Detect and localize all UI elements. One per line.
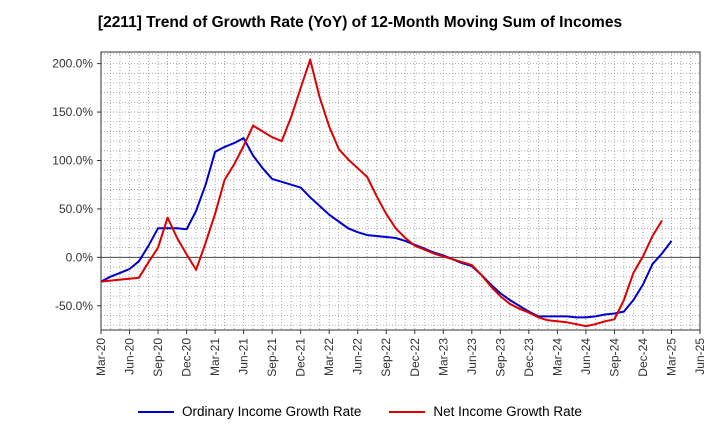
plot-border — [100, 51, 701, 331]
axes: -50.0% 0.0% 50.0% 100.0% 150.0% 200.0% Mar-20 J… — [52, 51, 707, 377]
x-tick-label: Jun-20 — [123, 338, 137, 375]
x-tick-label: Dec-22 — [408, 338, 422, 377]
x-tick-label: Jun-24 — [579, 338, 593, 375]
legend-label-ordinary-income: Ordinary Income Growth Rate — [182, 404, 362, 419]
chart-title: [2211] Trend of Growth Rate (YoY) of 12-… — [97, 14, 623, 31]
x-tick-label: Sep-20 — [151, 338, 165, 377]
x-tick-label: Mar-22 — [322, 338, 336, 376]
x-tick-label: Dec-21 — [294, 338, 308, 377]
x-tick-label: Dec-23 — [522, 338, 536, 377]
legend-swatch-ordinary-income — [138, 410, 175, 413]
y-tick-label: -50.0% — [55, 299, 93, 313]
x-tick-label: Jun-22 — [351, 338, 365, 375]
x-tick-label: Jun-23 — [465, 338, 479, 375]
y-tick-label: 150.0% — [52, 105, 93, 119]
x-tick-label: Mar-23 — [436, 338, 450, 376]
x-tick-label: Jun-21 — [237, 338, 251, 375]
grid-lines — [101, 52, 700, 330]
series-line-ordinary-income — [100, 137, 673, 319]
x-tick-label: Mar-20 — [94, 338, 108, 376]
y-tick-label: 50.0% — [59, 202, 93, 216]
x-tick-label: Dec-20 — [180, 338, 194, 377]
x-tick-label: Jun-25 — [693, 338, 707, 375]
legend-swatch-net-income — [389, 410, 426, 413]
y-tick-label: 100.0% — [52, 153, 93, 167]
legend: Ordinary Income Growth Rate Net Income G… — [0, 404, 720, 419]
x-tick-label: Mar-24 — [550, 338, 564, 376]
x-tick-label: Sep-21 — [265, 338, 279, 377]
series-line-net-income — [100, 58, 663, 328]
x-tick-label: Sep-22 — [379, 338, 393, 377]
legend-item-ordinary-income: Ordinary Income Growth Rate — [138, 404, 361, 419]
series-lines — [100, 58, 673, 328]
legend-label-net-income: Net Income Growth Rate — [433, 404, 582, 419]
x-tick-label: Dec-24 — [636, 338, 650, 377]
y-tick-label: 0.0% — [66, 250, 94, 264]
x-tick-label: Mar-25 — [664, 338, 678, 376]
legend-item-net-income: Net Income Growth Rate — [389, 404, 582, 419]
x-tick-label: Mar-21 — [208, 338, 222, 376]
y-tick-label: 200.0% — [52, 57, 93, 71]
x-tick-label: Sep-23 — [493, 338, 507, 377]
x-tick-label: Sep-24 — [607, 338, 621, 377]
